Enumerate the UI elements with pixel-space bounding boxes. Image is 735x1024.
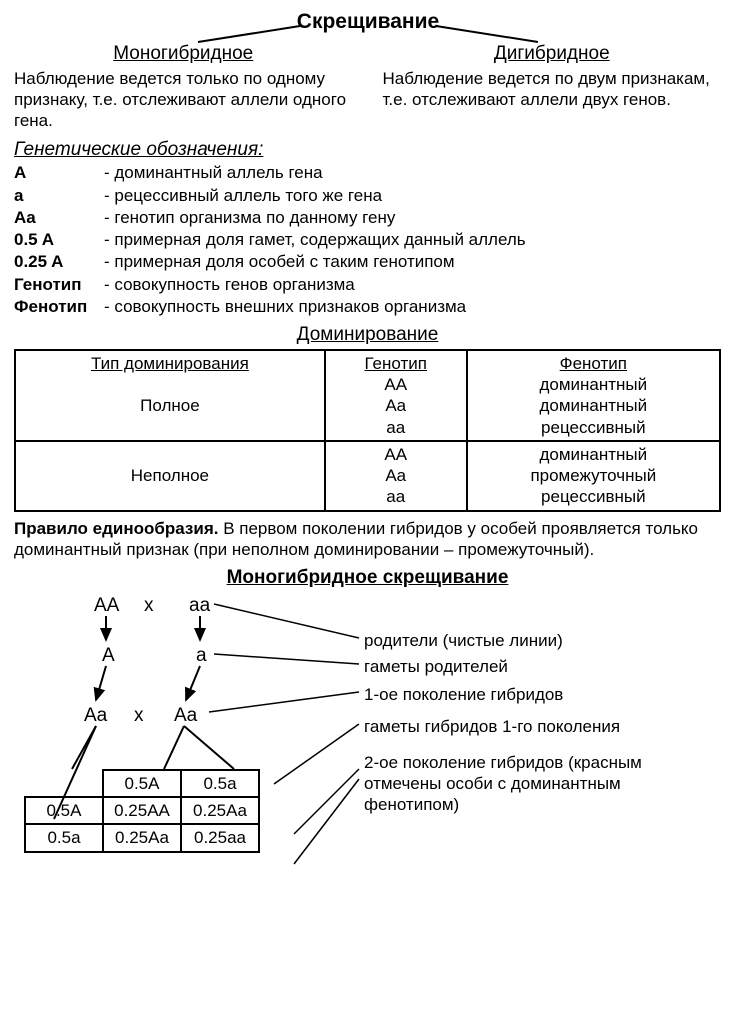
pr2: 0.5a [25,824,103,851]
def-term: A [14,162,104,183]
dom-type-0: Полное [140,396,200,415]
g00: AA [384,375,407,394]
mono-desc: Наблюдение ведется только по одному приз… [14,68,353,132]
rule-bold: Правило единообразия. [14,519,218,538]
def-term: Генотип [14,274,104,295]
pr1: 0.5A [25,797,103,824]
def-row: Генотип- совокупность генов организма [14,274,721,295]
lbl1: гаметы родителей [364,656,508,677]
lbl3: гаметы гибридов 1-го поколения [364,716,620,737]
def-term: 0.5 A [14,229,104,250]
p01: доминантный [539,396,647,415]
pc1: 0.5A [103,770,181,797]
mono-col: Моногибридное Наблюдение ведется только … [14,42,353,132]
def-desc: - доминантный аллель гена [104,162,721,183]
def-desc: - рецессивный аллель того же гена [104,185,721,206]
c22: 0.25aa [181,824,259,851]
p00: доминантный [539,375,647,394]
defs-list: A- доминантный аллель генаa- рецессивный… [14,162,721,317]
dom-h1: Тип доминирования [91,354,249,373]
di-col: Дигибридное Наблюдение ведется по двум п… [383,42,722,132]
di-head: Дигибридное [383,42,722,66]
def-term: Aa [14,207,104,228]
types-columns: Моногибридное Наблюдение ведется только … [14,42,721,132]
def-row: Aa- генотип организма по данному гену [14,207,721,228]
lbl0: родители (чистые линии) [364,630,563,651]
c21: 0.25Aa [103,824,181,851]
title-text: Скрещивание [296,12,438,33]
p10: доминантный [539,445,647,464]
def-row: Фенотип- совокупность внешних признаков … [14,296,721,317]
def-term: a [14,185,104,206]
branch-svg: Скрещивание [108,12,628,46]
pc2: 0.5a [181,770,259,797]
lbl4: 2-ое поколение гибридов (красным отмечен… [364,752,704,816]
def-desc: - генотип организма по данному гену [104,207,721,228]
mono-cross-title: Моногибридное скрещивание [14,566,721,590]
punnett-table: 0.5A 0.5a 0.5A 0.25AA 0.25Aa 0.5a 0.25Aa… [24,769,260,853]
def-desc: - совокупность генов организма [104,274,721,295]
def-row: A- доминантный аллель гена [14,162,721,183]
dom-h3: Фенотип [560,354,627,373]
c11: 0.25AA [103,797,181,824]
def-desc: - примерная доля гамет, содержащих данны… [104,229,721,250]
dom-h2: Генотип [364,354,426,373]
g01: Aa [385,396,406,415]
dom-type-1: Неполное [131,466,209,485]
dominance-table: Тип доминирования Полное Генотип AA Aa a… [14,349,721,512]
def-term: 0.25 A [14,251,104,272]
g12: aa [386,487,405,506]
p12: рецессивный [541,487,646,506]
cross-arrows [14,594,364,904]
g11: Aa [385,466,406,485]
def-row: 0.25 A- примерная доля особей с таким ге… [14,251,721,272]
def-term: Фенотип [14,296,104,317]
lbl2: 1-ое поколение гибридов [364,684,563,705]
di-desc: Наблюдение ведется по двум признакам, т.… [383,68,722,111]
mono-head: Моногибридное [14,42,353,66]
defs-heading: Генетические обозначения: [14,138,721,162]
g10: AA [384,445,407,464]
def-desc: - примерная доля особей с таким генотипо… [104,251,721,272]
p02: рецессивный [541,418,646,437]
def-row: 0.5 A- примерная доля гамет, содержащих … [14,229,721,250]
uniformity-rule: Правило единообразия. В первом поколении… [14,518,721,561]
cross-diagram: AA x aa A a Aa x Aa 0.5 [14,594,721,904]
g02: aa [386,418,405,437]
def-desc: - совокупность внешних признаков организ… [104,296,721,317]
c12: 0.25Aa [181,797,259,824]
def-row: a- рецессивный аллель того же гена [14,185,721,206]
p11: промежуточный [530,466,656,485]
dom-title: Доминирование [14,323,721,347]
